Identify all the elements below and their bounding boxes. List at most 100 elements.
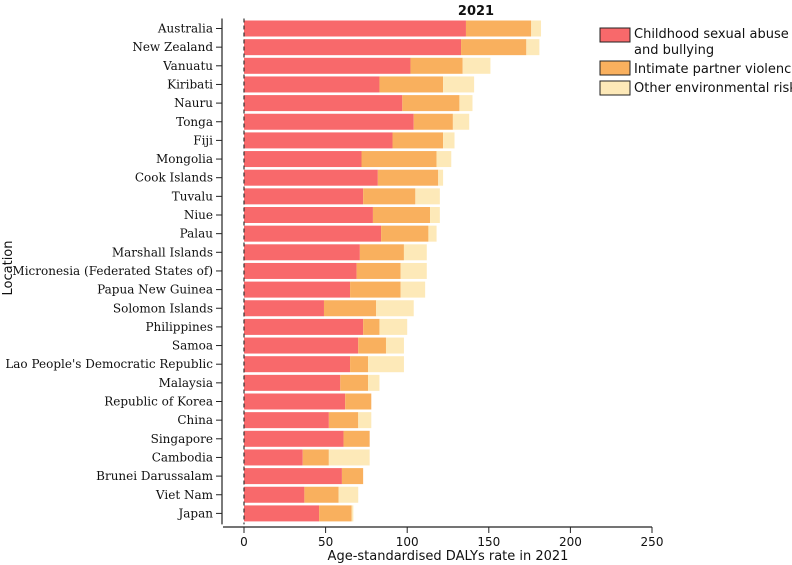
bar-3-16 xyxy=(376,300,414,317)
bar-3-18 xyxy=(385,337,404,354)
category-label: Palau xyxy=(180,227,214,241)
bar-2-6 xyxy=(413,113,453,130)
bar-2-9 xyxy=(377,169,439,186)
axes-group xyxy=(216,18,652,528)
bar-1-24 xyxy=(244,449,303,466)
bar-3-3 xyxy=(462,57,491,74)
bar-2-14 xyxy=(356,262,401,279)
category-label: New Zealand xyxy=(132,40,213,54)
bar-1-10 xyxy=(244,188,364,205)
bar-2-18 xyxy=(358,337,386,354)
bar-2-20 xyxy=(340,374,369,391)
category-label: Japan xyxy=(176,506,213,520)
bar-3-27 xyxy=(351,505,354,522)
bar-3-24 xyxy=(328,449,370,466)
legend-swatch-3 xyxy=(599,80,631,96)
bar-2-7 xyxy=(392,132,444,149)
y-axis-title: Location xyxy=(1,241,16,296)
bar-1-6 xyxy=(244,113,414,130)
bar-1-19 xyxy=(244,356,351,373)
bars-group xyxy=(244,20,542,522)
bar-3-4 xyxy=(443,76,475,93)
bar-1-16 xyxy=(244,300,324,317)
bar-1-11 xyxy=(244,207,373,223)
bar-1-7 xyxy=(244,132,393,149)
x-ticks: 0 50 100 150 200 250 xyxy=(240,527,663,549)
bar-2-15 xyxy=(350,281,401,298)
bar-2-19 xyxy=(350,356,369,373)
bar-2-12 xyxy=(381,225,429,242)
category-label: Kiribati xyxy=(167,77,213,91)
bar-1-17 xyxy=(244,318,364,335)
bar-1-8 xyxy=(244,151,362,168)
bar-3-15 xyxy=(400,281,426,298)
chart-title: 2021 xyxy=(458,4,494,19)
bar-1-27 xyxy=(244,505,320,522)
category-label: Brunei Darussalam xyxy=(96,469,213,483)
legend-label-1: Childhood sexual abuse xyxy=(634,27,789,42)
x-tick-label-50: 50 xyxy=(318,535,333,549)
legend-swatch-1 xyxy=(599,27,631,43)
bar-2-11 xyxy=(372,207,431,223)
category-label: Fiji xyxy=(193,133,213,147)
bar-3-7 xyxy=(443,132,455,149)
category-label: Tuvalu xyxy=(172,189,214,203)
bar-1-18 xyxy=(244,337,359,354)
bar-1-5 xyxy=(244,95,403,112)
x-tick-label-200: 200 xyxy=(559,535,582,549)
bar-3-9 xyxy=(438,169,444,186)
bar-2-4 xyxy=(379,76,444,93)
bar-1-20 xyxy=(244,374,341,391)
bar-1-4 xyxy=(244,76,380,93)
bar-1-22 xyxy=(244,412,329,429)
bar-1-21 xyxy=(244,393,346,410)
bar-3-6 xyxy=(452,113,470,130)
x-tick-label-0: 0 xyxy=(240,535,248,549)
x-tick-label-150: 150 xyxy=(477,535,500,549)
bar-3-20 xyxy=(368,374,380,391)
bar-1-23 xyxy=(244,430,344,447)
category-label: Marshall Islands xyxy=(112,245,213,259)
bar-2-24 xyxy=(302,449,329,466)
category-label: Solomon Islands xyxy=(113,301,213,315)
category-label: China xyxy=(177,413,213,427)
bar-1-13 xyxy=(244,244,360,261)
category-label: Cambodia xyxy=(152,450,213,464)
bar-3-17 xyxy=(379,318,408,335)
bar-2-17 xyxy=(363,318,380,335)
bar-2-1 xyxy=(465,20,532,37)
bar-3-26 xyxy=(338,486,359,503)
legend-label-1: and bullying xyxy=(634,43,714,58)
category-label: Tonga xyxy=(176,115,213,129)
category-label: Republic of Korea xyxy=(104,395,213,409)
category-label: Samoa xyxy=(172,339,213,353)
bar-2-13 xyxy=(359,244,404,261)
bar-2-5 xyxy=(402,95,460,112)
bar-2-2 xyxy=(461,39,527,56)
bar-2-26 xyxy=(304,486,339,503)
category-label: Philippines xyxy=(145,320,213,334)
bar-1-15 xyxy=(244,281,351,298)
bar-3-12 xyxy=(428,225,437,242)
bar-1-3 xyxy=(244,57,411,74)
legend-swatch-2 xyxy=(599,60,631,76)
bar-3-2 xyxy=(526,39,540,56)
bar-2-16 xyxy=(323,300,377,317)
category-label: Micronesia (Federated States of) xyxy=(12,264,213,278)
bar-3-1 xyxy=(531,20,542,37)
bar-2-23 xyxy=(343,430,370,447)
x-axis-title: Age-standardised DALYs rate in 2021 xyxy=(328,549,569,564)
bar-2-27 xyxy=(319,505,352,522)
bar-1-1 xyxy=(244,20,466,37)
bar-3-19 xyxy=(368,356,404,373)
category-label: Mongolia xyxy=(156,152,213,166)
bar-3-5 xyxy=(459,95,473,112)
bar-1-12 xyxy=(244,225,382,242)
legend-label-2: Intimate partner violence xyxy=(634,62,792,77)
bar-3-13 xyxy=(403,244,427,261)
category-label: Viet Nam xyxy=(155,488,214,502)
category-label: Malaysia xyxy=(159,376,213,390)
bar-2-3 xyxy=(410,57,463,74)
